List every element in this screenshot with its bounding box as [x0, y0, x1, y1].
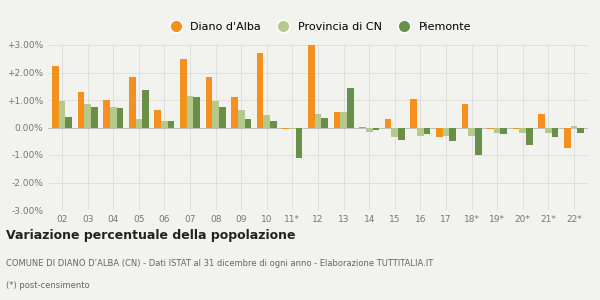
Bar: [398, 128, 405, 140]
Bar: [340, 112, 347, 128]
Bar: [436, 128, 443, 137]
Bar: [545, 128, 551, 133]
Bar: [257, 53, 263, 128]
Bar: [154, 110, 161, 128]
Bar: [577, 128, 584, 133]
Bar: [424, 128, 430, 134]
Bar: [187, 96, 193, 128]
Bar: [410, 99, 417, 128]
Bar: [129, 76, 136, 128]
Bar: [206, 76, 212, 128]
Bar: [142, 90, 149, 128]
Bar: [520, 128, 526, 133]
Bar: [551, 128, 559, 137]
Bar: [136, 119, 142, 128]
Bar: [366, 128, 373, 132]
Bar: [538, 114, 545, 128]
Bar: [494, 128, 500, 133]
Bar: [289, 128, 296, 129]
Bar: [52, 66, 59, 128]
Bar: [334, 112, 340, 128]
Bar: [231, 97, 238, 128]
Bar: [161, 121, 168, 128]
Bar: [263, 115, 270, 128]
Bar: [500, 128, 507, 134]
Bar: [385, 119, 391, 128]
Bar: [391, 128, 398, 137]
Bar: [347, 88, 353, 128]
Bar: [468, 128, 475, 136]
Bar: [283, 128, 289, 129]
Bar: [103, 100, 110, 128]
Bar: [373, 128, 379, 130]
Bar: [245, 119, 251, 128]
Bar: [116, 108, 123, 128]
Bar: [314, 114, 322, 128]
Bar: [77, 92, 85, 128]
Bar: [296, 128, 302, 158]
Legend: Diano d'Alba, Provincia di CN, Piemonte: Diano d'Alba, Provincia di CN, Piemonte: [160, 17, 476, 36]
Bar: [59, 101, 65, 128]
Bar: [461, 104, 468, 128]
Bar: [564, 128, 571, 148]
Bar: [443, 128, 449, 136]
Bar: [513, 128, 520, 129]
Text: (*) post-censimento: (*) post-censimento: [6, 281, 89, 290]
Bar: [180, 59, 187, 128]
Bar: [219, 107, 226, 128]
Bar: [212, 101, 219, 128]
Bar: [571, 126, 577, 128]
Bar: [193, 97, 200, 128]
Bar: [308, 45, 314, 128]
Bar: [322, 118, 328, 128]
Bar: [449, 128, 456, 141]
Bar: [110, 107, 116, 128]
Bar: [65, 116, 72, 128]
Bar: [91, 107, 98, 128]
Bar: [85, 104, 91, 128]
Bar: [475, 128, 482, 155]
Text: Variazione percentuale della popolazione: Variazione percentuale della popolazione: [6, 229, 296, 242]
Bar: [238, 110, 245, 128]
Bar: [270, 121, 277, 128]
Text: COMUNE DI DIANO D’ALBA (CN) - Dati ISTAT al 31 dicembre di ogni anno - Elaborazi: COMUNE DI DIANO D’ALBA (CN) - Dati ISTAT…: [6, 259, 433, 268]
Bar: [487, 128, 494, 129]
Bar: [526, 128, 533, 146]
Bar: [168, 121, 175, 128]
Bar: [417, 128, 424, 136]
